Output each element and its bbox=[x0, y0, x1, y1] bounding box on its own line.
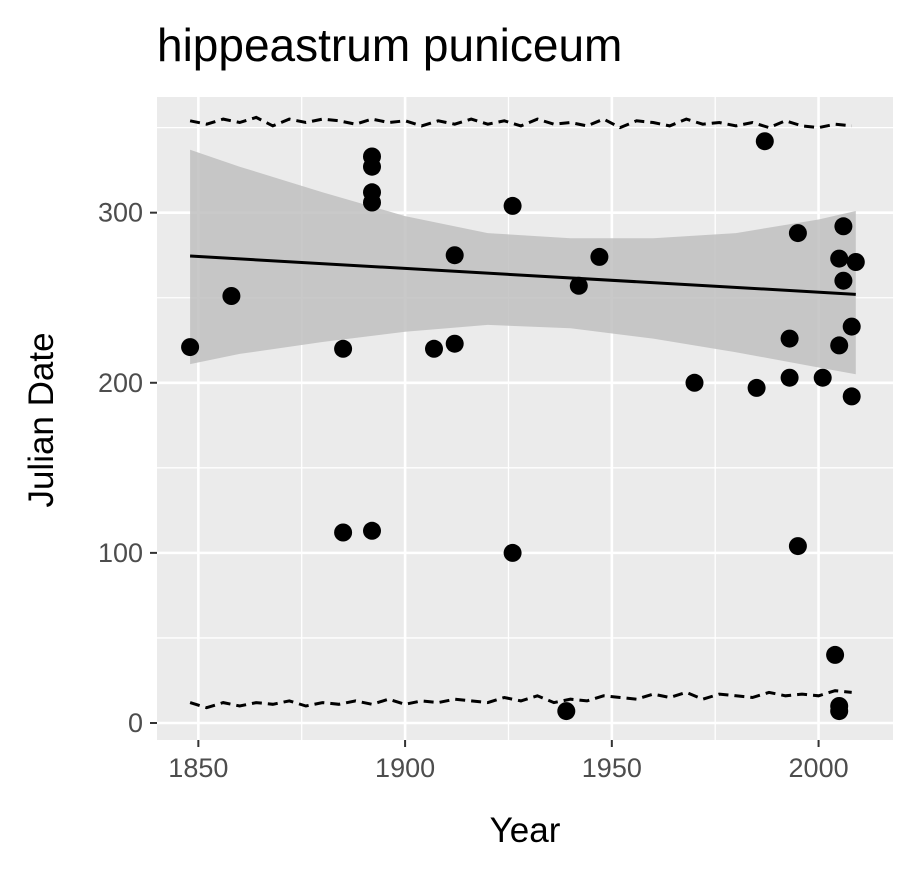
data-point bbox=[181, 338, 200, 357]
y-tick-label: 300 bbox=[98, 198, 143, 228]
bound-lines-layer bbox=[189, 115, 852, 710]
data-point bbox=[788, 537, 807, 556]
data-point bbox=[747, 378, 766, 397]
data-point bbox=[334, 339, 353, 358]
data-point bbox=[363, 521, 381, 540]
data-point bbox=[503, 196, 522, 215]
data-point bbox=[834, 271, 853, 290]
data-point bbox=[813, 368, 832, 387]
x-axis-title: Year bbox=[490, 811, 561, 850]
x-tick-label: 1900 bbox=[375, 753, 435, 783]
x-axis: 1850 1900 1950 2000 bbox=[168, 740, 849, 783]
data-point bbox=[590, 247, 609, 266]
data-point bbox=[830, 336, 849, 355]
data-point bbox=[685, 373, 704, 392]
confidence-band bbox=[190, 149, 856, 375]
data-point bbox=[842, 387, 861, 406]
y-axis: 0 100 200 300 bbox=[98, 198, 157, 738]
data-point bbox=[780, 368, 799, 387]
data-point bbox=[445, 334, 464, 353]
y-tick-label: 200 bbox=[98, 368, 143, 398]
data-point bbox=[363, 193, 381, 212]
data-point bbox=[334, 523, 353, 542]
data-point bbox=[780, 329, 799, 348]
data-point bbox=[834, 217, 853, 236]
y-tick-label: 100 bbox=[98, 538, 143, 568]
x-tick-label: 2000 bbox=[789, 753, 849, 783]
trend-line bbox=[189, 254, 856, 296]
data-point bbox=[755, 132, 774, 151]
data-point bbox=[503, 543, 522, 562]
data-point bbox=[445, 246, 464, 265]
chart-title: hippeastrum puniceum bbox=[157, 19, 622, 71]
points-layer bbox=[181, 132, 865, 721]
data-point bbox=[846, 253, 865, 271]
x-tick-label: 1950 bbox=[582, 753, 642, 783]
data-point bbox=[557, 702, 576, 721]
data-point bbox=[363, 157, 381, 176]
data-point bbox=[830, 249, 849, 268]
lower-bound-line bbox=[189, 689, 852, 710]
data-point bbox=[425, 339, 443, 358]
trend-line-layer bbox=[189, 254, 856, 296]
data-point bbox=[569, 276, 588, 295]
x-tick-label: 1850 bbox=[168, 753, 228, 783]
data-point bbox=[830, 702, 849, 721]
data-point bbox=[826, 645, 845, 664]
y-axis-title: Julian Date bbox=[22, 332, 61, 507]
data-point bbox=[842, 317, 861, 336]
y-tick-label: 0 bbox=[128, 708, 143, 738]
data-point bbox=[222, 287, 241, 305]
data-point bbox=[788, 224, 807, 243]
upper-bound-line bbox=[189, 115, 852, 130]
confidence-band-layer bbox=[190, 149, 856, 375]
